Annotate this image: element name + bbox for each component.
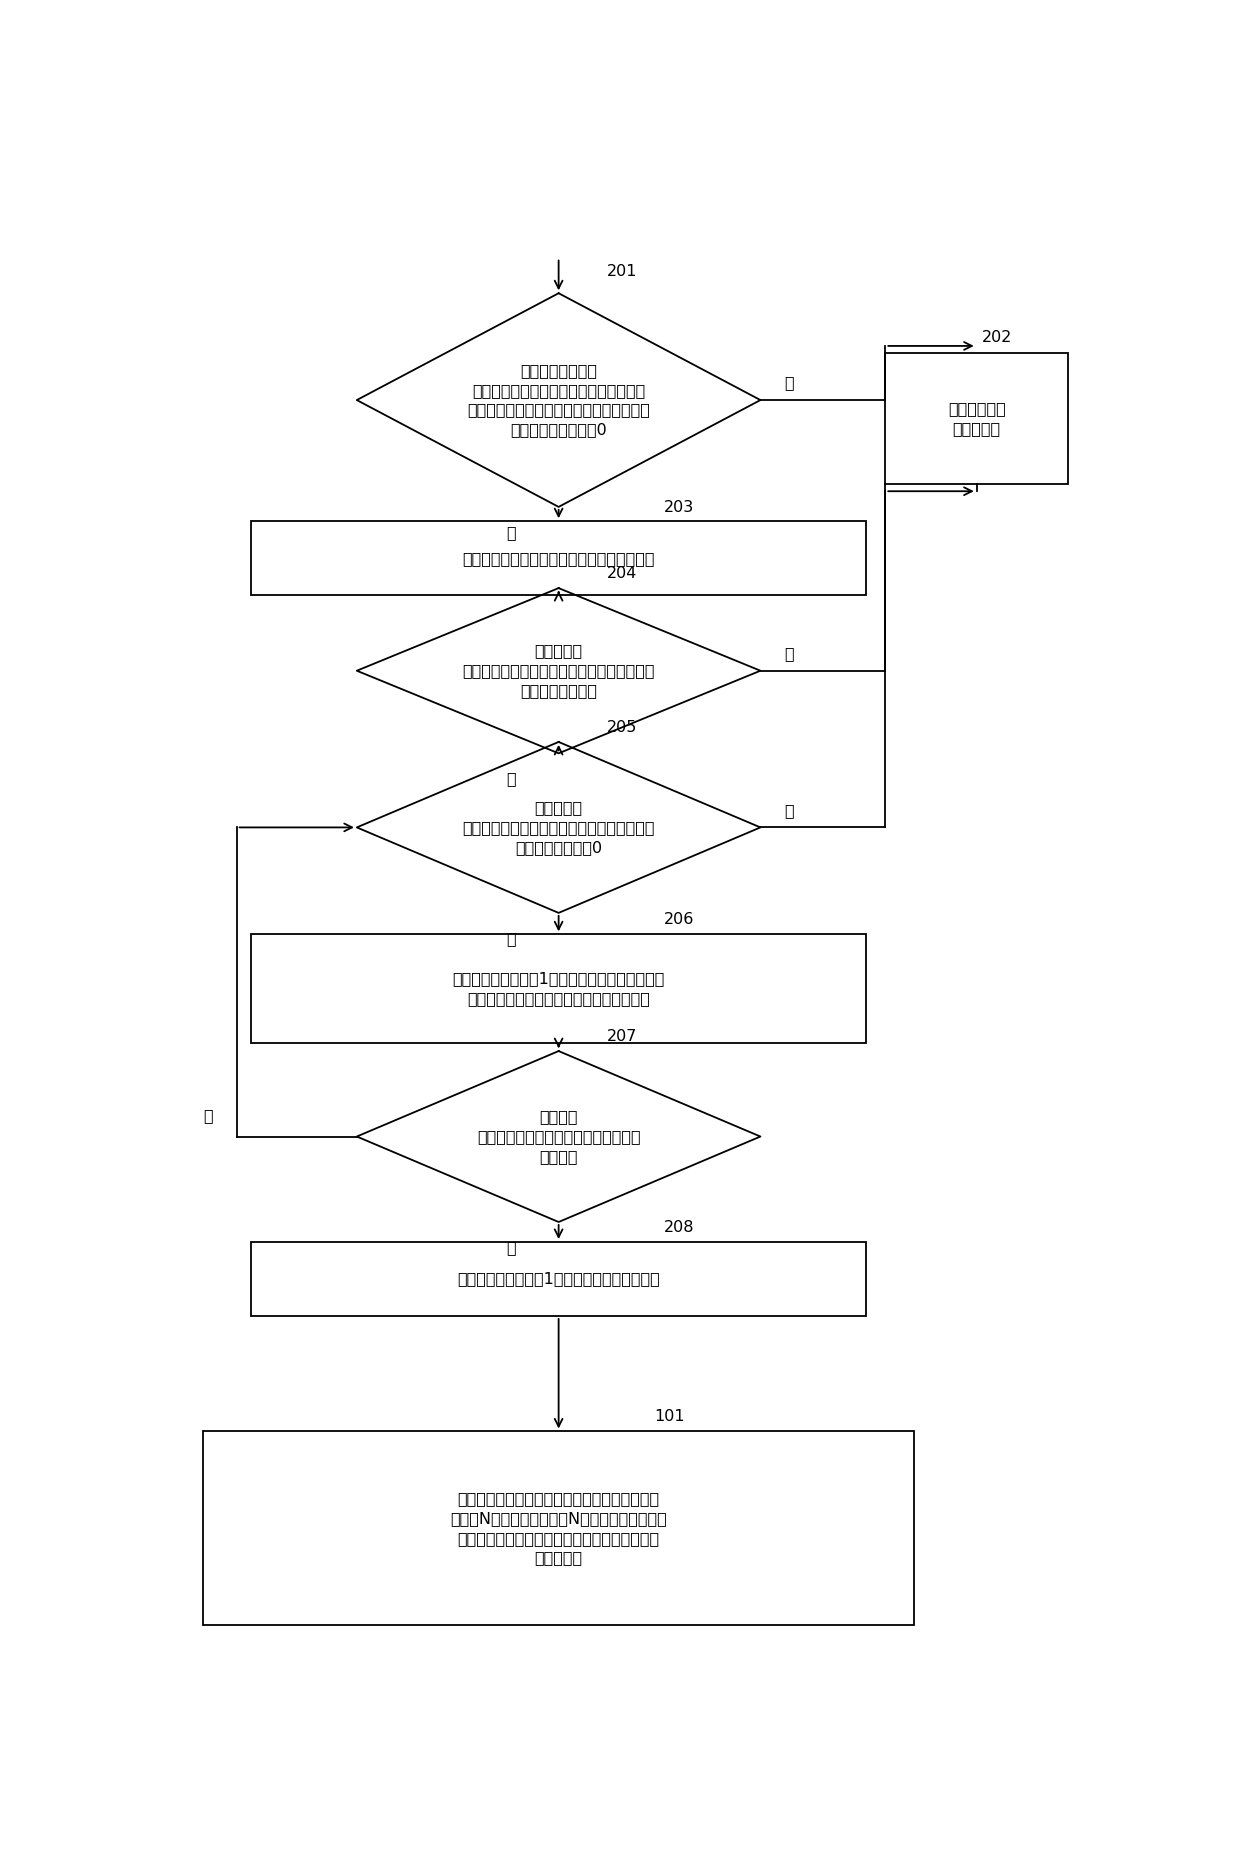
Bar — [203, 1432, 914, 1624]
Text: 在工业监视器的显示设备上显示关机选择界面: 在工业监视器的显示设备上显示关机选择界面 — [463, 551, 655, 566]
Text: 是: 是 — [785, 646, 794, 660]
Text: 是: 是 — [785, 376, 794, 390]
Text: 否: 否 — [506, 525, 516, 540]
Text: 207: 207 — [606, 1029, 637, 1043]
Text: 205: 205 — [606, 720, 637, 734]
Text: 控制工业监视
器强制关机: 控制工业监视 器强制关机 — [947, 401, 1006, 437]
Bar — [250, 1241, 866, 1315]
Text: 判断输入密
码次数是否大于预设的输入密码阈值，输入密
码次数的初始值为0: 判断输入密 码次数是否大于预设的输入密码阈值，输入密 码次数的初始值为0 — [463, 799, 655, 855]
Text: 判断用户
在密码输入界面输入的密码是否与预设
密码匹配: 判断用户 在密码输入界面输入的密码是否与预设 密码匹配 — [477, 1110, 640, 1164]
Text: 208: 208 — [665, 1219, 694, 1234]
Text: 是: 是 — [506, 1240, 516, 1254]
Bar — [250, 934, 866, 1043]
Bar — [885, 353, 1068, 485]
Bar — [250, 522, 866, 596]
Text: 是: 是 — [785, 803, 794, 818]
Text: 204: 204 — [606, 566, 637, 581]
Text: 否: 否 — [506, 771, 516, 786]
Text: 否: 否 — [506, 931, 516, 945]
Text: 206: 206 — [665, 912, 694, 927]
Text: 202: 202 — [982, 329, 1012, 344]
Text: 203: 203 — [665, 501, 694, 516]
Text: 在工业监视器的显
示设备上显示第二警报信息并判断选择解
除次数是否大于预设的选择解除阈值，选择
解除次数的初始值为0: 在工业监视器的显 示设备上显示第二警报信息并判断选择解 除次数是否大于预设的选择… — [467, 363, 650, 437]
Text: 201: 201 — [606, 265, 637, 279]
Text: 101: 101 — [655, 1410, 686, 1424]
Text: 将选择解除次数增加1，及将输入密码次数归零: 将选择解除次数增加1，及将输入密码次数归零 — [458, 1271, 660, 1286]
Text: 从温度传感器感应到的温度数据中获取符合抽样
标准的N组温度数据，基于N组温度数据计算得到
温度平均值，并判断温度平均值是否大于预设第
一温度阈值: 从温度传感器感应到的温度数据中获取符合抽样 标准的N组温度数据，基于N组温度数据… — [450, 1491, 667, 1565]
Text: 响应于用户
在关机选择界面上的选择操作，基于选择操作
确认是否强制关机: 响应于用户 在关机选择界面上的选择操作，基于选择操作 确认是否强制关机 — [463, 644, 655, 697]
Text: 将输入密码次数增加1，并在工业监视器的显示设
备上显示密码输入界面，以便用户输入密码: 将输入密码次数增加1，并在工业监视器的显示设 备上显示密码输入界面，以便用户输入… — [453, 971, 665, 1006]
Text: 否: 否 — [203, 1108, 213, 1123]
